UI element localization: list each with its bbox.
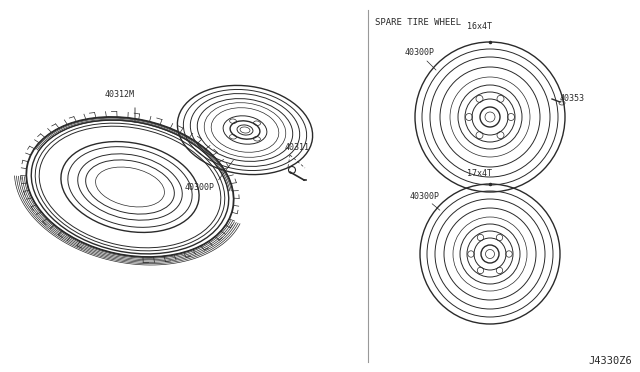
- Text: 16x4T: 16x4T: [467, 22, 493, 31]
- Text: 40353: 40353: [560, 94, 585, 103]
- Text: J4330Z6: J4330Z6: [588, 356, 632, 366]
- Text: 40311: 40311: [285, 143, 310, 152]
- Text: SPARE TIRE WHEEL: SPARE TIRE WHEEL: [375, 18, 461, 27]
- Text: 40312M: 40312M: [105, 90, 135, 99]
- Text: 40300P: 40300P: [185, 183, 215, 192]
- Text: 40300P: 40300P: [405, 48, 435, 57]
- Text: 17x4T: 17x4T: [467, 169, 493, 178]
- Text: 40300P: 40300P: [410, 192, 440, 201]
